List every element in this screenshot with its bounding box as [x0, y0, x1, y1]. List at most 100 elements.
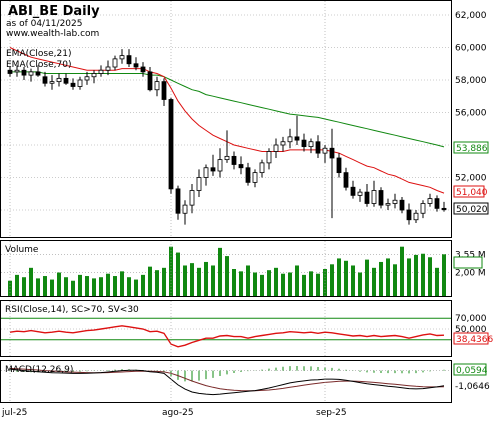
volume-bar [113, 276, 117, 296]
candle [245, 162, 251, 186]
rsi-tag-box [453, 332, 489, 345]
date-x-axis: jul-25 ago-25 sep-25 [1, 241, 347, 418]
candle [154, 76, 160, 97]
price-y-tick-label: 56,000 [455, 109, 487, 119]
candle-body-down [161, 81, 167, 100]
candle [119, 49, 125, 64]
last-close-value: 50,020 [456, 205, 488, 215]
candle [413, 210, 419, 223]
candle-body-up [308, 141, 314, 148]
candle-body-up [280, 141, 286, 146]
candle [63, 73, 69, 85]
volume-bar [246, 265, 250, 296]
candle [259, 159, 265, 178]
volume-bar [344, 260, 348, 296]
macd-y-axis: -1,0646 [455, 382, 490, 392]
volume-bar [134, 279, 138, 296]
candle [252, 169, 258, 188]
volume-bar [211, 265, 215, 296]
candle-body-up [91, 73, 97, 78]
volume-bar [414, 254, 418, 296]
candle [441, 201, 447, 212]
candle [14, 65, 20, 77]
volume-bar [141, 274, 145, 296]
candle [315, 135, 321, 158]
volume-bar [197, 267, 201, 296]
macd-label: MACD(12,26,9) [5, 365, 73, 375]
volume-bar [316, 273, 320, 296]
ema70-legend-label: EMA(Close,70) [6, 60, 71, 70]
ema70-tag-box [453, 141, 489, 154]
volume-bar [337, 258, 341, 296]
macd-hist-last-value: 0,0594 [456, 366, 488, 376]
candle-body-down [147, 71, 153, 91]
candle-body-up [427, 198, 433, 204]
volume-bar [253, 272, 257, 296]
candle-body-up [224, 155, 230, 161]
volume-bar [365, 259, 369, 296]
ema70-line-layer [10, 71, 445, 148]
volume-bar [155, 270, 159, 296]
candle [336, 153, 342, 178]
candle-body-down [70, 82, 76, 87]
volume-bar [176, 252, 180, 296]
price-y-tick-label: 62,000 [455, 11, 487, 21]
volume-tag-box [453, 256, 483, 269]
candle-body-up [56, 77, 62, 83]
ema21-tag-box [453, 185, 485, 198]
volume-bar [260, 274, 264, 296]
candle-body-up [28, 71, 34, 76]
candle [231, 151, 237, 170]
candle-body-up [196, 177, 202, 191]
candle [84, 71, 90, 85]
candle [308, 138, 314, 154]
volume-bar [148, 266, 152, 296]
chart-title: ABI_BE Daily [8, 4, 100, 19]
ema21-legend-label: EMA(Close,21) [6, 49, 71, 59]
candle-body-down [133, 63, 139, 68]
candle [266, 148, 272, 170]
volume-bar [127, 277, 131, 296]
volume-bar [274, 267, 278, 296]
candle [357, 188, 363, 202]
candle-body-down [231, 155, 237, 165]
candle [7, 67, 13, 77]
volume-bar [22, 277, 26, 296]
candle [399, 197, 405, 214]
volume-bar [330, 264, 334, 296]
candle-body-down [441, 207, 447, 211]
last-close-tag: 50,020 [453, 202, 489, 215]
candle-body-up [413, 212, 419, 221]
candle [168, 97, 174, 194]
candle-body-down [406, 209, 412, 221]
candle [35, 65, 41, 77]
candle-body-down [364, 191, 370, 204]
macd-line [9, 368, 445, 396]
volume-bar [8, 280, 12, 296]
macd-panel: -1,0646 MACD(12,26,9) 0,0594 [0, 360, 490, 403]
candle-body-down [301, 139, 307, 148]
volume-bar [351, 265, 355, 296]
candle [147, 67, 153, 92]
volume-y-tick-label: 2,00 M [455, 269, 486, 279]
candle-body-down [294, 136, 300, 141]
candle [203, 164, 209, 186]
ema21-last-value: 51,040 [456, 188, 488, 198]
volume-bar [15, 274, 19, 296]
ema70-last-value: 53,886 [456, 144, 488, 154]
candle-body-up [252, 172, 258, 183]
candle [140, 62, 146, 77]
candle-body-up [112, 58, 118, 68]
candle [364, 184, 370, 207]
candle-body-down [336, 157, 342, 174]
volume-bar [85, 276, 89, 296]
candle [70, 78, 76, 90]
ema21-tag: 51,040 [453, 185, 488, 198]
candle-body-down [238, 164, 244, 169]
volume-bar [29, 267, 33, 296]
candle-body-up [182, 204, 188, 214]
macd-hist-tag: 0,0594 [453, 363, 488, 376]
